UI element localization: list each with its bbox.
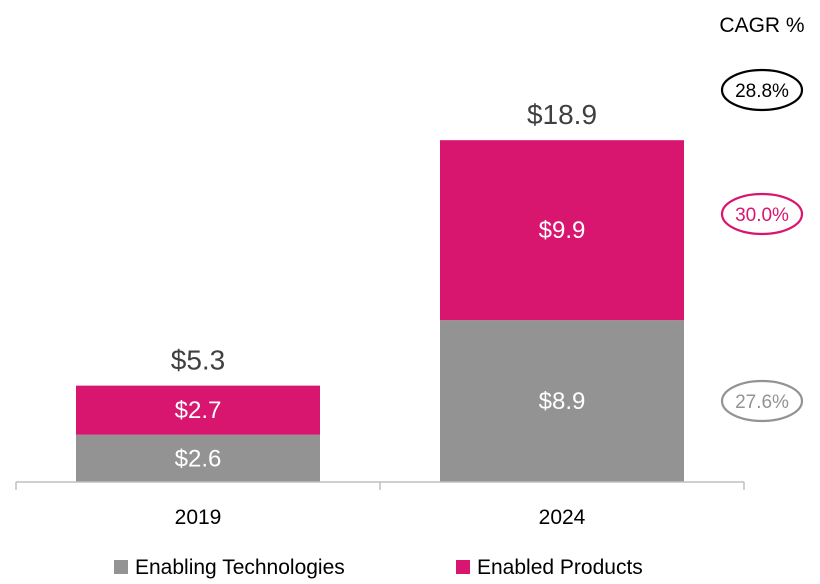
bar-enabled-products-2019: [76, 385, 320, 435]
cagr-value: 30.0%: [735, 205, 789, 226]
total-label: $18.9: [527, 99, 597, 130]
x-axis: 2019 2024: [15, 481, 745, 529]
cagr-oval: [720, 379, 804, 423]
cagr-value: 27.6%: [735, 392, 789, 413]
legend: Enabling Technologies Enabled Products: [114, 556, 643, 579]
legend-swatch: [456, 560, 470, 574]
bar-enabling-technologies-2019: [76, 434, 320, 482]
data-label: $2.7: [175, 397, 222, 424]
bar-enabled-products-2024: [440, 140, 684, 321]
cagr-oval: [720, 192, 804, 236]
cagr-value: 28.8%: [735, 81, 789, 102]
cagr-oval: [720, 68, 804, 112]
cagr-panel: CAGR % 28.8% 30.0% 27.6%: [719, 14, 805, 423]
x-tick-label: 2024: [539, 506, 586, 529]
cagr-header: CAGR %: [719, 14, 804, 37]
data-label-layer: $2.6 $2.7 $5.3 $8.9 $9.9 $18.9: [171, 99, 597, 472]
data-label: $9.9: [539, 217, 586, 244]
bar-layer: [76, 140, 684, 482]
data-label: $8.9: [539, 388, 586, 415]
bar-enabling-technologies-2024: [440, 320, 684, 482]
legend-label: Enabled Products: [477, 556, 643, 579]
data-label: $2.6: [175, 445, 222, 472]
legend-swatch: [114, 560, 128, 574]
x-tick-label: 2019: [175, 506, 222, 529]
legend-label: Enabling Technologies: [135, 556, 345, 579]
total-label: $5.3: [171, 345, 226, 376]
